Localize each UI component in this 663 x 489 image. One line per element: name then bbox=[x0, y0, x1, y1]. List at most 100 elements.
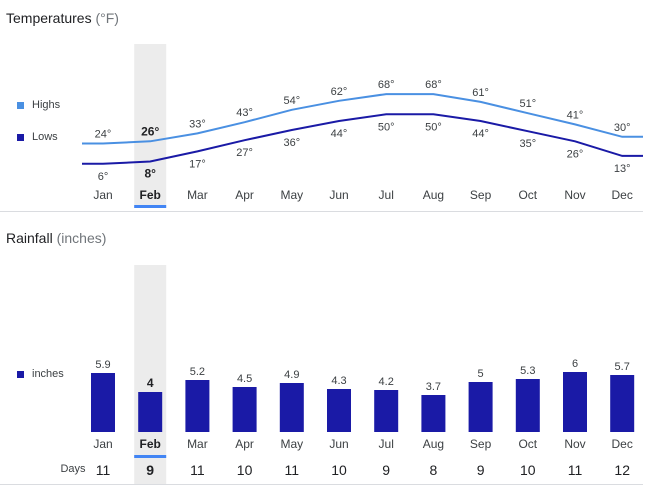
days-value: 11 bbox=[285, 462, 300, 478]
highs-data-label: 33° bbox=[189, 118, 206, 130]
days-value: 8 bbox=[430, 462, 438, 478]
rain-month-tick: May bbox=[280, 437, 303, 451]
temperature-title: Temperatures (°F) bbox=[6, 10, 119, 26]
lows-data-label: 6° bbox=[98, 171, 109, 183]
lows-data-label: 50° bbox=[378, 121, 395, 133]
highs-data-label: 68° bbox=[425, 79, 442, 91]
days-value: 11 bbox=[190, 462, 205, 478]
lows-data-label: 8° bbox=[144, 167, 156, 181]
lows-data-label: 26° bbox=[567, 148, 584, 160]
rain-month-tick: Jan bbox=[93, 437, 112, 451]
rain-month-tick: Sep bbox=[470, 437, 492, 451]
rain-bar-label: 5 bbox=[478, 368, 484, 380]
lows-line bbox=[82, 113, 643, 165]
lows-data-label: 44° bbox=[472, 128, 489, 140]
lows-data-label: 27° bbox=[236, 147, 253, 159]
rain-bar-label: 4.9 bbox=[284, 369, 299, 381]
temp-month-tick: Aug bbox=[423, 188, 444, 202]
temp-month-tick: Jul bbox=[379, 188, 394, 202]
rain-month-tick: Jun bbox=[329, 437, 348, 451]
days-value: 10 bbox=[237, 462, 253, 478]
rain-month-tick: Dec bbox=[612, 437, 633, 451]
rain-bar bbox=[91, 373, 115, 432]
rain-bar bbox=[374, 390, 399, 432]
temp-month-tick: Nov bbox=[564, 188, 585, 202]
highs-data-label: 30° bbox=[614, 122, 631, 134]
highs-data-label: 51° bbox=[519, 98, 536, 110]
rain-bar-label: 5.9 bbox=[95, 359, 110, 371]
highs-swatch-icon bbox=[17, 101, 24, 109]
rain-bar-label: 4.3 bbox=[331, 375, 346, 387]
rain-month-tick: Jul bbox=[379, 437, 394, 451]
inches-swatch-icon bbox=[17, 370, 24, 378]
temp-month-tick: Mar bbox=[187, 188, 208, 202]
temp-month-tick: Feb bbox=[140, 188, 161, 202]
temperature-unit: (°F) bbox=[95, 10, 119, 26]
highs-data-label: 24° bbox=[95, 129, 112, 141]
rainfall-title-text: Rainfall bbox=[6, 230, 53, 246]
rain-bar bbox=[185, 380, 210, 432]
rain-bar-label: 6 bbox=[572, 358, 578, 370]
lows-data-label: 44° bbox=[331, 128, 348, 140]
lows-data-label: 36° bbox=[283, 137, 300, 149]
lows-swatch-icon bbox=[17, 133, 24, 141]
rain-bar bbox=[421, 395, 446, 432]
temp-month-tick: Apr bbox=[235, 188, 254, 202]
temp-month-tick: Jun bbox=[329, 188, 348, 202]
rain-bar-label: 5.7 bbox=[615, 361, 630, 373]
days-value: 12 bbox=[614, 462, 630, 478]
highs-data-label: 68° bbox=[378, 79, 395, 91]
rain-bar bbox=[279, 383, 304, 432]
rain-month-tick: Mar bbox=[187, 437, 208, 451]
days-label: Days bbox=[60, 463, 86, 475]
rain-bar bbox=[515, 379, 540, 432]
lows-data-label: 13° bbox=[614, 163, 631, 175]
rain-bar-label: 4.5 bbox=[237, 373, 252, 385]
highs-line bbox=[82, 93, 643, 145]
highs-data-label: 43° bbox=[236, 107, 253, 119]
rain-bar-label: 4 bbox=[147, 376, 154, 390]
temp-month-tick: May bbox=[280, 188, 303, 202]
rain-bar bbox=[610, 375, 635, 432]
rain-selected-indicator bbox=[134, 455, 167, 458]
rain-bar-label: 5.3 bbox=[520, 365, 535, 377]
rainfall-title: Rainfall (inches) bbox=[6, 230, 106, 246]
temperature-title-text: Temperatures bbox=[6, 10, 92, 26]
section-divider bbox=[0, 211, 643, 212]
days-value: 9 bbox=[146, 462, 154, 478]
legend-highs[interactable]: Highs bbox=[17, 99, 60, 111]
legend-lows[interactable]: Lows bbox=[17, 131, 58, 143]
days-value: 9 bbox=[382, 462, 390, 478]
rain-bar bbox=[327, 389, 351, 432]
rain-month-tick: Feb bbox=[140, 437, 161, 451]
highs-data-label: 61° bbox=[472, 87, 489, 99]
highs-data-label: 54° bbox=[283, 95, 300, 107]
lows-data-label: 17° bbox=[189, 158, 206, 170]
rainfall-unit: (inches) bbox=[56, 230, 107, 246]
temp-month-tick: Dec bbox=[612, 188, 633, 202]
highs-data-label: 62° bbox=[331, 86, 348, 98]
rain-bar-label: 3.7 bbox=[426, 381, 441, 393]
highs-data-label: 41° bbox=[567, 109, 584, 121]
rain-bar-label: 4.2 bbox=[379, 376, 394, 388]
rain-month-tick: Oct bbox=[518, 437, 537, 451]
rain-bar-label: 5.2 bbox=[190, 366, 205, 378]
rain-month-tick: Aug bbox=[423, 437, 444, 451]
rain-selected-column bbox=[134, 265, 167, 484]
legend-inches[interactable]: inches bbox=[17, 368, 64, 380]
days-value: 11 bbox=[568, 462, 583, 478]
rain-bar bbox=[563, 372, 587, 432]
days-value: 10 bbox=[520, 462, 536, 478]
legend-inches-label: inches bbox=[32, 368, 64, 380]
rain-bar bbox=[468, 382, 493, 432]
days-value: 9 bbox=[477, 462, 485, 478]
rain-bar bbox=[138, 392, 163, 432]
legend-lows-label: Lows bbox=[32, 131, 58, 143]
rain-bar bbox=[232, 387, 257, 432]
days-value: 10 bbox=[331, 462, 347, 478]
rain-month-tick: Apr bbox=[235, 437, 254, 451]
bottom-divider bbox=[0, 484, 643, 485]
rain-month-tick: Nov bbox=[564, 437, 585, 451]
temp-month-tick: Jan bbox=[93, 188, 112, 202]
